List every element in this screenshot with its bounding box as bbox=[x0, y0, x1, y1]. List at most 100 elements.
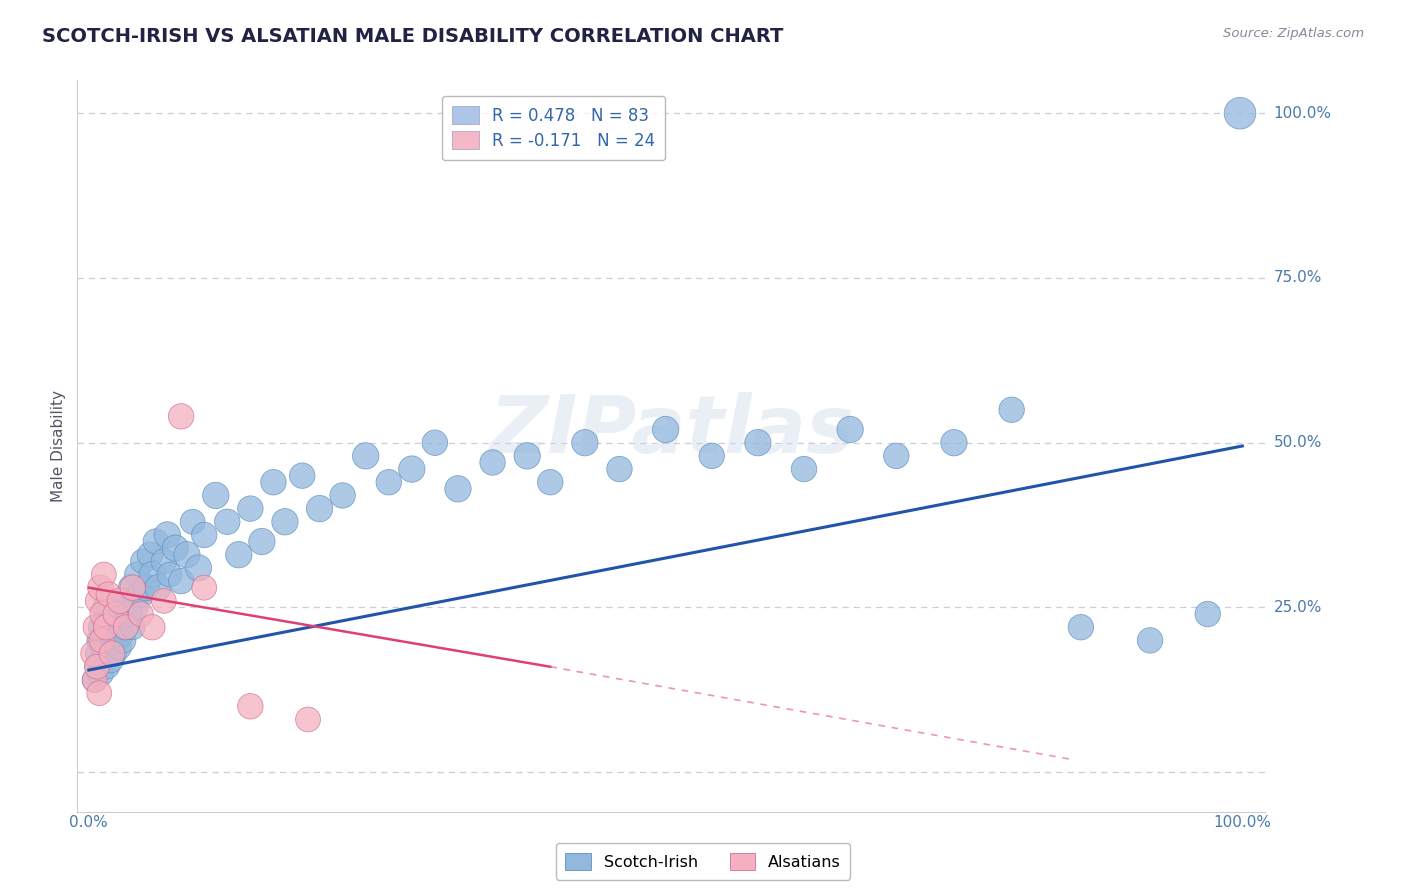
Point bbox=[291, 468, 314, 483]
Text: 50.0%: 50.0% bbox=[1274, 435, 1322, 450]
Point bbox=[132, 554, 155, 568]
Point bbox=[86, 659, 108, 673]
Text: 100.0%: 100.0% bbox=[1213, 815, 1271, 830]
Point bbox=[111, 614, 134, 628]
Point bbox=[103, 647, 125, 661]
Text: ZIPatlas: ZIPatlas bbox=[489, 392, 853, 470]
Legend: Scotch-Irish, Alsatians: Scotch-Irish, Alsatians bbox=[555, 843, 851, 880]
Point bbox=[86, 659, 108, 673]
Point bbox=[239, 501, 262, 516]
Point bbox=[89, 666, 111, 681]
Point bbox=[93, 627, 115, 641]
Point bbox=[700, 449, 723, 463]
Point bbox=[423, 435, 446, 450]
Point bbox=[297, 713, 319, 727]
Point bbox=[239, 699, 262, 714]
Point bbox=[87, 647, 110, 661]
Point bbox=[204, 488, 226, 502]
Point bbox=[96, 647, 118, 661]
Point bbox=[574, 435, 596, 450]
Point bbox=[104, 614, 127, 628]
Point bbox=[101, 647, 124, 661]
Point bbox=[654, 423, 676, 437]
Point bbox=[100, 653, 122, 667]
Point bbox=[942, 435, 965, 450]
Text: 0.0%: 0.0% bbox=[69, 815, 108, 830]
Legend: R = 0.478   N = 83, R = -0.171   N = 24: R = 0.478 N = 83, R = -0.171 N = 24 bbox=[441, 96, 665, 160]
Point bbox=[108, 640, 131, 654]
Point bbox=[884, 449, 907, 463]
Point bbox=[87, 594, 110, 608]
Point bbox=[83, 673, 105, 687]
Point bbox=[83, 673, 105, 687]
Point bbox=[516, 449, 538, 463]
Point bbox=[153, 594, 176, 608]
Point bbox=[91, 607, 114, 621]
Text: SCOTCH-IRISH VS ALSATIAN MALE DISABILITY CORRELATION CHART: SCOTCH-IRISH VS ALSATIAN MALE DISABILITY… bbox=[42, 27, 783, 45]
Point bbox=[97, 587, 120, 601]
Point bbox=[839, 423, 862, 437]
Point bbox=[91, 640, 114, 654]
Text: 100.0%: 100.0% bbox=[1274, 106, 1331, 120]
Point bbox=[187, 561, 209, 575]
Point bbox=[1139, 633, 1161, 648]
Point bbox=[82, 647, 104, 661]
Point bbox=[176, 548, 198, 562]
Point bbox=[159, 567, 181, 582]
Point bbox=[121, 620, 143, 634]
Point bbox=[274, 515, 297, 529]
Point bbox=[332, 488, 354, 502]
Point bbox=[193, 528, 215, 542]
Point bbox=[112, 633, 135, 648]
Point bbox=[84, 620, 107, 634]
Point bbox=[127, 567, 149, 582]
Point bbox=[153, 554, 176, 568]
Point bbox=[378, 475, 401, 490]
Point bbox=[228, 548, 250, 562]
Point bbox=[108, 594, 131, 608]
Point bbox=[94, 614, 117, 628]
Y-axis label: Male Disability: Male Disability bbox=[51, 390, 66, 502]
Point bbox=[145, 534, 167, 549]
Point bbox=[101, 607, 124, 621]
Point bbox=[181, 515, 204, 529]
Point bbox=[89, 581, 111, 595]
Point bbox=[96, 620, 118, 634]
Point bbox=[129, 587, 152, 601]
Point bbox=[165, 541, 187, 556]
Point bbox=[262, 475, 284, 490]
Point bbox=[107, 620, 129, 634]
Point bbox=[747, 435, 769, 450]
Point bbox=[609, 462, 631, 476]
Point bbox=[97, 633, 120, 648]
Point bbox=[538, 475, 561, 490]
Point bbox=[156, 528, 179, 542]
Point bbox=[793, 462, 815, 476]
Point bbox=[115, 594, 138, 608]
Point bbox=[481, 455, 503, 469]
Point bbox=[104, 607, 127, 621]
Text: Source: ZipAtlas.com: Source: ZipAtlas.com bbox=[1223, 27, 1364, 40]
Point bbox=[89, 633, 111, 648]
Point bbox=[170, 574, 193, 588]
Point bbox=[139, 548, 162, 562]
Text: 75.0%: 75.0% bbox=[1274, 270, 1322, 285]
Point bbox=[114, 620, 136, 634]
Point bbox=[121, 581, 143, 595]
Point bbox=[1197, 607, 1219, 621]
Point bbox=[447, 482, 470, 496]
Point bbox=[308, 501, 330, 516]
Point bbox=[1001, 402, 1024, 417]
Point bbox=[141, 567, 163, 582]
Text: 25.0%: 25.0% bbox=[1274, 600, 1322, 615]
Point bbox=[170, 409, 193, 424]
Point bbox=[193, 581, 215, 595]
Point bbox=[96, 659, 118, 673]
Point bbox=[354, 449, 377, 463]
Point bbox=[129, 607, 152, 621]
Point bbox=[96, 600, 118, 615]
Point bbox=[101, 627, 124, 641]
Point bbox=[124, 600, 146, 615]
Point bbox=[118, 607, 141, 621]
Point bbox=[89, 686, 111, 700]
